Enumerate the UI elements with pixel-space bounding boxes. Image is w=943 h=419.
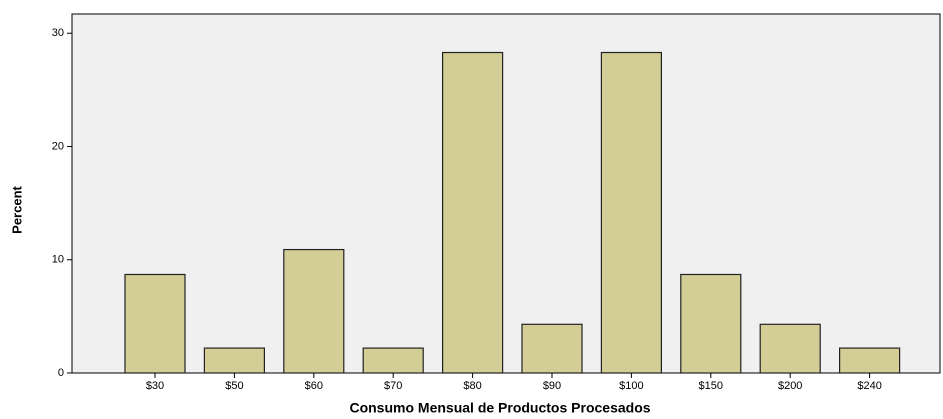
x-tick-label: $200 — [778, 380, 802, 392]
x-tick-label: $240 — [857, 380, 881, 392]
x-tick-label: $80 — [463, 380, 481, 392]
x-tick-label: $150 — [699, 380, 723, 392]
plot-area — [71, 13, 941, 374]
x-tick-label: $30 — [146, 380, 164, 392]
bar — [362, 347, 424, 374]
x-tick-label: $90 — [543, 380, 561, 392]
bar — [521, 323, 583, 374]
bar — [283, 248, 345, 374]
y-axis-label: Percent — [9, 185, 24, 233]
x-tick-label: $70 — [384, 380, 402, 392]
x-tick-label: $100 — [619, 380, 643, 392]
y-tick-label: 20 — [52, 140, 64, 152]
y-tick-label: 0 — [58, 367, 64, 379]
x-tick-label: $60 — [305, 380, 323, 392]
bar — [680, 273, 742, 374]
y-tick-label: 30 — [52, 27, 64, 39]
bar — [838, 347, 901, 374]
bar — [124, 273, 186, 374]
x-tick-label: $50 — [225, 380, 243, 392]
x-axis-label: Consumo Mensual de Productos Procesados — [349, 400, 650, 416]
bar — [203, 347, 265, 374]
bar — [759, 323, 821, 374]
bar — [600, 51, 663, 374]
bar — [442, 51, 504, 374]
y-tick-label: 10 — [52, 254, 64, 266]
